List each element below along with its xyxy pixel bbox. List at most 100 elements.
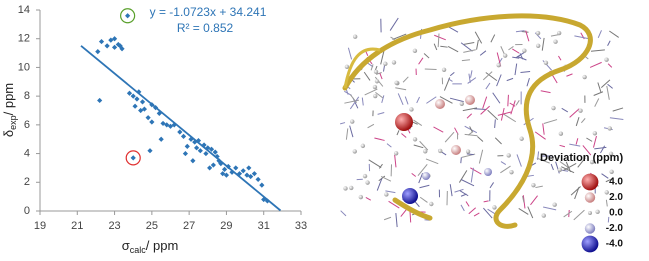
x-tick-label: 29 <box>220 220 232 232</box>
molecule-bond <box>526 78 530 87</box>
molecule-bond <box>385 190 396 194</box>
data-point <box>259 182 265 188</box>
molecule-bond <box>600 79 611 89</box>
atom-sphere <box>395 113 413 131</box>
molecule-atom <box>509 169 514 175</box>
molecule-bond <box>500 165 511 174</box>
molecule-bond <box>460 179 475 187</box>
molecule-bond <box>509 102 516 107</box>
molecule-atom <box>362 173 368 179</box>
legend-sphere <box>584 192 596 203</box>
molecule-bond <box>605 178 613 183</box>
molecule-bond <box>375 72 382 75</box>
molecule-bond <box>496 74 502 87</box>
data-point <box>251 171 257 177</box>
molecule-bond <box>490 34 496 43</box>
molecule-bond <box>519 53 524 60</box>
molecule-atom <box>394 80 399 86</box>
molecule-atom <box>522 48 527 53</box>
molecule-atom <box>391 60 397 65</box>
molecule-bond <box>447 78 453 82</box>
molecule-bond <box>469 126 473 132</box>
molecule-atom <box>582 74 587 80</box>
data-point <box>214 153 220 160</box>
molecule-bond <box>542 123 545 135</box>
molecule-bond <box>580 118 586 124</box>
legend-label: 4.0 <box>609 177 623 188</box>
data-point <box>130 93 136 99</box>
data-point <box>201 142 207 148</box>
molecule-bond <box>589 61 602 68</box>
molecule-atom <box>372 84 378 90</box>
molecule-bond <box>426 96 437 104</box>
legend-sphere <box>584 223 596 234</box>
molecule-atom <box>551 105 556 111</box>
molecule-bond <box>573 209 585 221</box>
molecule-bond <box>492 92 501 104</box>
molecule-atom <box>352 149 357 154</box>
molecule-bond <box>535 185 543 189</box>
x-tick-label: 25 <box>146 220 158 232</box>
molecule-bond <box>458 170 468 183</box>
atom-sphere <box>435 99 445 109</box>
molecule-atom <box>373 93 378 99</box>
molecule-bond <box>474 108 487 110</box>
molecule-bond <box>561 166 575 174</box>
molecule-bond <box>474 31 483 44</box>
molecule-bond <box>461 59 470 62</box>
molecule-bond <box>483 200 489 203</box>
data-point <box>180 133 187 139</box>
molecule-bond <box>601 173 609 179</box>
molecule-bond <box>487 208 496 215</box>
molecule-bond <box>508 45 514 51</box>
molecule-bond <box>487 109 499 121</box>
molecule-bond <box>466 153 474 156</box>
molecule-bond <box>463 42 475 45</box>
molecule-atom <box>383 61 388 67</box>
molecule-bond <box>392 33 407 40</box>
data-point <box>212 149 218 155</box>
data-point <box>210 162 216 168</box>
y-tick-label: 0 <box>24 205 30 217</box>
x-tick-label: 23 <box>108 220 120 232</box>
molecule-bond <box>597 30 602 39</box>
molecule-bond <box>468 207 477 215</box>
molecule-bond <box>347 47 353 60</box>
molecule-bond <box>540 90 551 94</box>
data-point <box>240 168 246 174</box>
molecule-bond <box>367 123 375 129</box>
data-point <box>139 99 146 105</box>
molecule-bond <box>494 137 502 145</box>
data-point <box>111 44 118 50</box>
molecule-bond <box>424 68 437 71</box>
molecule-bond <box>592 135 597 148</box>
legend-label: 2.0 <box>609 192 623 203</box>
molecule-bond <box>417 163 428 176</box>
molecule-bond <box>507 94 509 107</box>
molecule-bond <box>465 201 470 207</box>
molecule-atom <box>531 182 536 188</box>
molecule-bond <box>597 82 602 93</box>
data-point <box>197 148 203 154</box>
molecule-bond <box>590 49 605 52</box>
molecule-atom <box>604 57 609 62</box>
data-point <box>255 176 261 183</box>
y-tick-label: 10 <box>18 61 30 73</box>
molecule-bond <box>386 143 392 148</box>
data-point <box>218 161 224 167</box>
molecule-bond <box>609 30 619 38</box>
molecule-bond <box>605 199 608 207</box>
molecule-bond <box>479 50 487 56</box>
molecule-atom <box>393 151 399 156</box>
molecule-bond <box>518 208 529 215</box>
x-axis-label-part: calc <box>130 245 147 255</box>
molecule-bond <box>409 210 412 223</box>
molecule-bond <box>394 154 397 168</box>
molecule-bond <box>376 178 383 191</box>
molecule-bond <box>470 167 474 183</box>
molecule-bond <box>527 206 534 219</box>
molecule-bond <box>606 85 610 100</box>
molecule-atom <box>543 60 549 66</box>
legend-sphere <box>588 211 592 215</box>
